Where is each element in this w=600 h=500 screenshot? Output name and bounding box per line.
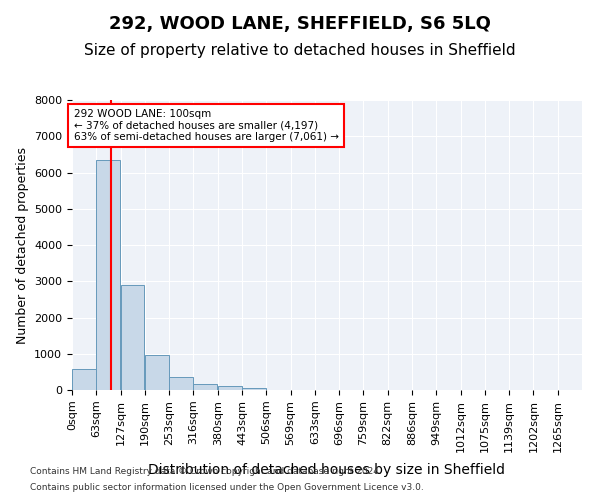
Bar <box>193 384 217 390</box>
Bar <box>96 160 120 390</box>
Bar <box>242 388 266 390</box>
Bar <box>218 386 242 390</box>
Text: 292 WOOD LANE: 100sqm
← 37% of detached houses are smaller (4,197)
63% of semi-d: 292 WOOD LANE: 100sqm ← 37% of detached … <box>74 109 338 142</box>
Bar <box>169 378 193 390</box>
Text: Contains public sector information licensed under the Open Government Licence v3: Contains public sector information licen… <box>30 484 424 492</box>
Y-axis label: Number of detached properties: Number of detached properties <box>16 146 29 344</box>
Bar <box>121 285 145 390</box>
Text: Contains HM Land Registry data © Crown copyright and database right 2024.: Contains HM Land Registry data © Crown c… <box>30 467 382 476</box>
X-axis label: Distribution of detached houses by size in Sheffield: Distribution of detached houses by size … <box>149 463 505 477</box>
Text: 292, WOOD LANE, SHEFFIELD, S6 5LQ: 292, WOOD LANE, SHEFFIELD, S6 5LQ <box>109 15 491 33</box>
Text: Size of property relative to detached houses in Sheffield: Size of property relative to detached ho… <box>84 42 516 58</box>
Bar <box>145 355 169 390</box>
Bar <box>72 369 96 390</box>
